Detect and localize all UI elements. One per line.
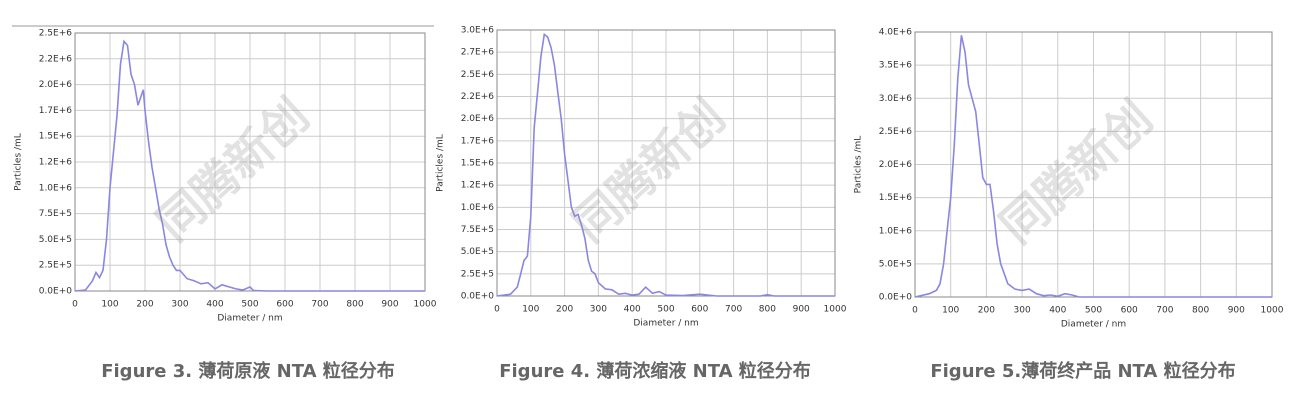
x-tick-label: 200 [978,306,995,316]
x-tick-label: 700 [1156,306,1173,316]
y-tick-label: 5.0E+5 [879,259,912,269]
x-axis-label: Diameter / nm [633,319,698,329]
caption: Figure 5.薄荷终产品 NTA 粒径分布 [930,360,1235,382]
x-tick-label: 700 [311,300,328,310]
y-tick-label: 0.0E+0 [39,287,73,297]
x-tick-label: 800 [1192,306,1209,316]
y-axis-label: Particles /mL [436,134,446,192]
x-tick-label: 1000 [824,305,847,315]
y-tick-label: 0.0E+0 [461,292,495,302]
y-tick-label: 3.5E+6 [879,61,913,71]
y-tick-label: 5.0E+5 [39,235,72,245]
y-tick-label: 2.0E+6 [39,80,73,90]
x-tick-label: 0 [72,300,78,310]
x-tick-label: 500 [1085,306,1102,316]
y-axis-label: Particles /mL [14,133,24,191]
y-tick-label: 1.7E+6 [39,106,73,116]
y-tick-label: 5.0E+5 [461,247,494,257]
x-tick-label: 900 [381,300,398,310]
y-tick-label: 2.2E+6 [461,92,495,102]
x-tick-label: 400 [1049,306,1066,316]
x-tick-label: 200 [556,305,573,315]
x-tick-label: 300 [590,305,607,315]
y-tick-label: 2.2E+6 [39,54,73,64]
y-tick-label: 7.5E+5 [461,225,494,235]
x-tick-label: 500 [241,300,258,310]
x-tick-label: 300 [171,300,188,310]
y-tick-label: 1.0E+6 [39,183,73,193]
x-tick-label: 100 [101,300,118,310]
x-tick-label: 100 [942,306,959,316]
y-tick-label: 2.5E+5 [461,269,494,279]
caption: Figure 4. 薄荷浓缩液 NTA 粒径分布 [499,360,811,382]
y-axis-label: Particles /mL [854,136,864,194]
y-tick-label: 1.5E+6 [461,159,495,169]
x-tick-label: 600 [691,305,708,315]
data-line [74,39,425,292]
x-tick-label: 400 [206,300,223,310]
y-tick-label: 2.5E+5 [39,261,72,271]
x-tick-label: 1000 [1261,306,1284,316]
caption: Figure 3. 薄荷原液 NTA 粒径分布 [101,360,395,382]
data-line [496,32,835,297]
x-tick-label: 0 [494,305,500,315]
y-tick-label: 0.0E+0 [879,293,913,303]
y-tick-label: 1.5E+6 [879,193,913,203]
y-tick-label: 2.7E+6 [461,48,495,58]
x-tick-label: 900 [1228,306,1245,316]
y-tick-label: 3.0E+6 [461,26,495,36]
plot-border [496,29,836,297]
plot-border [74,32,426,292]
x-tick-label: 900 [793,305,810,315]
y-tick-label: 2.5E+6 [879,127,913,137]
x-axis-label: Diameter / nm [217,314,282,324]
y-tick-label: 2.0E+6 [461,114,495,124]
y-tick-label: 1.2E+6 [39,158,73,168]
data-line [914,35,1272,298]
x-tick-label: 100 [522,305,539,315]
x-tick-label: 700 [725,305,742,315]
y-tick-label: 1.7E+6 [461,136,495,146]
y-tick-label: 3.0E+6 [879,94,913,104]
x-tick-label: 500 [657,305,674,315]
x-tick-label: 400 [624,305,641,315]
y-tick-label: 2.5E+6 [39,29,73,39]
x-tick-label: 1000 [414,300,437,310]
x-tick-label: 0 [912,306,918,316]
x-axis-label: Diameter / nm [1061,320,1126,330]
y-tick-label: 1.5E+6 [39,132,73,142]
y-tick-label: 1.2E+6 [461,181,495,191]
x-tick-label: 300 [1014,306,1031,316]
x-tick-label: 200 [136,300,153,310]
y-tick-label: 2.0E+6 [879,160,913,170]
y-tick-label: 1.0E+6 [879,226,913,236]
x-tick-label: 800 [346,300,363,310]
y-tick-label: 7.5E+5 [39,209,72,219]
y-tick-label: 4.0E+6 [879,28,913,38]
y-tick-label: 1.0E+6 [461,203,495,213]
x-tick-label: 800 [759,305,776,315]
y-tick-label: 2.5E+6 [461,70,495,80]
x-tick-label: 600 [1121,306,1138,316]
x-tick-label: 600 [276,300,293,310]
